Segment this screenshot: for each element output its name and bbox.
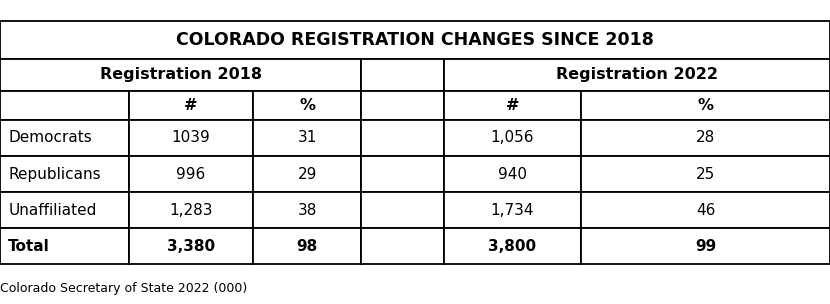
Text: Democrats: Democrats [8, 130, 92, 145]
Polygon shape [361, 228, 444, 264]
Polygon shape [0, 91, 129, 120]
Text: 1,734: 1,734 [491, 203, 535, 218]
Polygon shape [361, 59, 444, 91]
Polygon shape [253, 228, 361, 264]
Polygon shape [253, 91, 361, 120]
Polygon shape [444, 91, 581, 120]
Text: Unaffiliated: Unaffiliated [8, 203, 96, 218]
Polygon shape [581, 192, 830, 228]
Polygon shape [129, 156, 253, 192]
Polygon shape [444, 59, 830, 91]
Polygon shape [581, 156, 830, 192]
Text: Registration 2018: Registration 2018 [100, 67, 261, 82]
Text: 99: 99 [695, 239, 716, 254]
Text: 1,283: 1,283 [169, 203, 212, 218]
Polygon shape [444, 156, 581, 192]
Polygon shape [253, 120, 361, 156]
Text: COLORADO REGISTRATION CHANGES SINCE 2018: COLORADO REGISTRATION CHANGES SINCE 2018 [176, 31, 654, 49]
Polygon shape [581, 91, 830, 120]
Text: 1,056: 1,056 [491, 130, 535, 145]
Text: 38: 38 [297, 203, 317, 218]
Polygon shape [361, 156, 444, 192]
Text: #: # [505, 98, 520, 113]
Polygon shape [0, 156, 129, 192]
Text: Colorado Secretary of State 2022 (000): Colorado Secretary of State 2022 (000) [0, 282, 247, 295]
Polygon shape [444, 120, 581, 156]
Polygon shape [253, 192, 361, 228]
Polygon shape [129, 91, 253, 120]
Polygon shape [0, 192, 129, 228]
Text: Republicans: Republicans [8, 167, 101, 181]
Text: 996: 996 [176, 167, 206, 181]
Polygon shape [444, 228, 581, 264]
Polygon shape [581, 120, 830, 156]
Polygon shape [129, 192, 253, 228]
Text: 25: 25 [696, 167, 715, 181]
Text: 28: 28 [696, 130, 715, 145]
Text: 31: 31 [297, 130, 317, 145]
Polygon shape [253, 156, 361, 192]
Polygon shape [0, 228, 129, 264]
Text: 29: 29 [297, 167, 317, 181]
Polygon shape [581, 228, 830, 264]
Text: 46: 46 [696, 203, 715, 218]
Polygon shape [444, 192, 581, 228]
Polygon shape [361, 120, 444, 156]
Text: Total: Total [8, 239, 50, 254]
Text: 3,380: 3,380 [167, 239, 215, 254]
Polygon shape [361, 91, 444, 120]
Text: 940: 940 [498, 167, 527, 181]
Polygon shape [0, 21, 830, 59]
Polygon shape [361, 192, 444, 228]
Text: %: % [697, 98, 714, 113]
Polygon shape [0, 59, 361, 91]
Text: Registration 2022: Registration 2022 [556, 67, 718, 82]
Polygon shape [129, 120, 253, 156]
Text: 1039: 1039 [172, 130, 210, 145]
Polygon shape [0, 120, 129, 156]
Text: 3,800: 3,800 [489, 239, 536, 254]
Text: 98: 98 [296, 239, 318, 254]
Text: %: % [299, 98, 315, 113]
Polygon shape [129, 228, 253, 264]
Text: #: # [184, 98, 198, 113]
